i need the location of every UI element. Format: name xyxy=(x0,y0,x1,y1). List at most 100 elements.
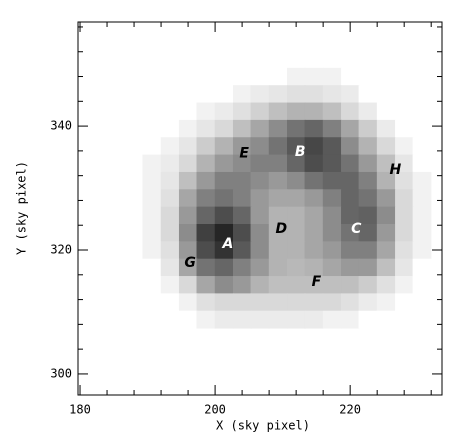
pixel xyxy=(232,137,252,156)
pixel xyxy=(341,119,360,138)
pixel xyxy=(214,293,234,312)
pixel xyxy=(395,241,414,260)
pixel xyxy=(358,154,378,173)
pixel xyxy=(232,85,252,104)
pixel xyxy=(142,276,162,294)
pixel xyxy=(160,102,180,121)
pixel xyxy=(376,206,396,225)
pixel xyxy=(376,293,396,312)
pixel xyxy=(196,154,216,173)
pixel xyxy=(376,241,396,260)
pixel xyxy=(412,102,432,121)
pixel xyxy=(376,223,396,242)
pixel xyxy=(214,171,234,190)
pixel xyxy=(395,293,414,312)
pixel xyxy=(287,171,306,190)
pixel xyxy=(232,154,252,173)
pixel xyxy=(160,293,180,312)
pixel xyxy=(232,258,252,277)
pixel xyxy=(214,310,234,329)
pixel xyxy=(196,119,216,138)
pixel xyxy=(395,154,414,173)
pixel xyxy=(304,119,324,138)
pixel xyxy=(268,258,288,277)
pixel xyxy=(412,154,432,173)
pixel xyxy=(268,154,288,173)
pixel xyxy=(304,206,324,225)
pixel xyxy=(341,258,360,277)
pixel xyxy=(395,258,414,277)
pixel xyxy=(178,310,198,329)
pixel xyxy=(142,67,162,86)
y-axis-label: Y (sky pixel) xyxy=(15,161,29,255)
pixel xyxy=(358,258,378,277)
pixel xyxy=(196,206,216,225)
pixel xyxy=(304,85,324,104)
pixel xyxy=(376,189,396,208)
pixel xyxy=(395,206,414,225)
annotation: H xyxy=(390,162,402,178)
pixel xyxy=(412,206,432,225)
pixel xyxy=(395,276,414,294)
pixel xyxy=(178,258,198,277)
pixel xyxy=(304,276,324,294)
pixel xyxy=(142,85,162,104)
pixel xyxy=(196,258,216,277)
pixel xyxy=(358,293,378,312)
pixel xyxy=(196,102,216,121)
pixel xyxy=(358,223,378,242)
pixel xyxy=(341,171,360,190)
y-tick-label: 320 xyxy=(50,243,72,257)
pixel xyxy=(322,310,342,329)
annotation: D xyxy=(275,221,287,237)
pixel xyxy=(232,171,252,190)
pixel xyxy=(196,85,216,104)
pixel xyxy=(196,276,216,294)
pixel xyxy=(287,241,306,260)
pixel xyxy=(232,189,252,208)
pixel xyxy=(214,206,234,225)
pixel xyxy=(322,102,342,121)
pixel xyxy=(358,119,378,138)
pixel xyxy=(160,189,180,208)
pixel xyxy=(142,137,162,156)
pixel xyxy=(322,276,342,294)
pixel xyxy=(358,102,378,121)
pixel xyxy=(322,258,342,277)
pixel xyxy=(178,293,198,312)
pixel xyxy=(214,102,234,121)
pixel xyxy=(358,85,378,104)
pixel xyxy=(250,154,270,173)
pixel xyxy=(214,189,234,208)
pixel xyxy=(287,189,306,208)
pixel xyxy=(214,154,234,173)
pixel xyxy=(160,119,180,138)
pixel xyxy=(376,258,396,277)
pixel xyxy=(358,241,378,260)
pixel xyxy=(250,241,270,260)
pixel xyxy=(250,189,270,208)
pixel xyxy=(322,85,342,104)
pixel xyxy=(268,102,288,121)
pixel xyxy=(178,206,198,225)
pixel xyxy=(341,137,360,156)
pixel xyxy=(412,223,432,242)
pixel xyxy=(250,258,270,277)
pixel xyxy=(250,293,270,312)
pixel xyxy=(376,276,396,294)
pixel xyxy=(142,258,162,277)
pixel xyxy=(287,206,306,225)
pixel xyxy=(160,276,180,294)
pixel xyxy=(304,137,324,156)
pixel xyxy=(376,119,396,138)
pixel xyxy=(287,223,306,242)
y-tick-label: 300 xyxy=(50,366,72,380)
pixel xyxy=(250,171,270,190)
pixel xyxy=(160,223,180,242)
pixel xyxy=(142,241,162,260)
pixel xyxy=(341,241,360,260)
pixel xyxy=(322,206,342,225)
pixel xyxy=(304,171,324,190)
pixel xyxy=(395,85,414,104)
pixel xyxy=(412,119,432,138)
